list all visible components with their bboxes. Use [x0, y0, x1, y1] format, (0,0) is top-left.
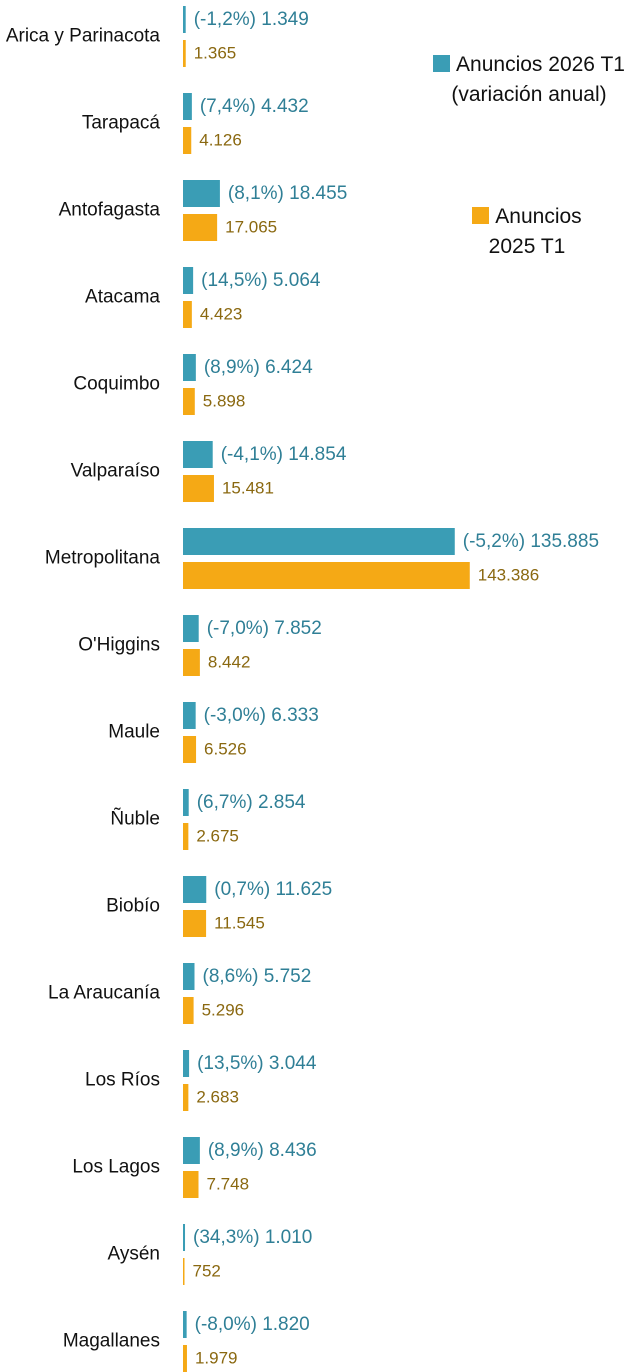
value-label: (-4,1%) 14.854 [221, 444, 347, 465]
category-label: Magallanes [62, 1330, 160, 1352]
bar [183, 1224, 186, 1251]
value-label: 4.423 [200, 304, 243, 323]
bar [183, 475, 214, 502]
bar [183, 562, 470, 589]
category-label: Maule [108, 721, 160, 743]
bar [183, 1345, 187, 1372]
legend-item: Anuncios 2026 T1 (variación anual) [425, 50, 633, 110]
category-label: Atacama [85, 286, 160, 308]
bar [183, 1084, 189, 1111]
bar [183, 267, 194, 294]
bar [183, 127, 192, 154]
bar [183, 301, 192, 328]
bar [183, 997, 194, 1024]
value-label: (8,1%) 18.455 [228, 183, 347, 204]
category-label: Coquimbo [73, 373, 160, 395]
value-label: 5.296 [202, 1000, 245, 1019]
bar [183, 528, 455, 555]
value-label: (7,4%) 4.432 [200, 96, 309, 117]
bar [183, 876, 207, 903]
bar [183, 1171, 199, 1198]
bar [183, 214, 218, 241]
bar [183, 702, 196, 729]
category-label: Valparaíso [70, 460, 160, 482]
value-label: 11.545 [214, 913, 265, 932]
bar [183, 649, 200, 676]
bar [183, 1311, 187, 1338]
value-label: 1.979 [195, 1348, 238, 1367]
value-label: 8.442 [208, 652, 251, 671]
category-label: Aysén [107, 1243, 160, 1265]
value-label: 7.748 [206, 1174, 249, 1193]
bar [183, 354, 196, 381]
legend-swatch [472, 207, 490, 224]
value-label: (34,3%) 1.010 [193, 1227, 312, 1248]
bar [183, 1258, 185, 1285]
category-label: Los Lagos [72, 1156, 160, 1178]
value-label: (13,5%) 3.044 [197, 1053, 317, 1074]
value-label: (-3,0%) 6.333 [204, 705, 319, 726]
bar [183, 93, 192, 120]
value-label: 2.675 [196, 826, 239, 845]
category-label: Arica y Parinacota [5, 25, 160, 47]
value-label: 1.365 [194, 43, 237, 62]
value-label: 752 [193, 1261, 221, 1280]
legend-label: Anuncios 2026 T1 (variación anual) [451, 53, 625, 106]
value-label: (8,6%) 5.752 [203, 966, 312, 987]
value-label: 2.683 [196, 1087, 239, 1106]
category-label: Metropolitana [44, 547, 160, 569]
value-label: (-1,2%) 1.349 [194, 9, 309, 30]
bar [183, 736, 197, 763]
value-label: (0,7%) 11.625 [214, 879, 332, 900]
value-label: 15.481 [222, 478, 274, 497]
bar [183, 615, 199, 642]
category-label: O'Higgins [78, 634, 160, 656]
bar [183, 6, 186, 33]
value-label: 17.065 [225, 217, 277, 236]
category-label: Biobío [106, 895, 160, 917]
value-label: (6,7%) 2.854 [197, 792, 306, 813]
legend-label: Anuncios 2025 T1 [488, 205, 582, 258]
value-label: 6.526 [204, 739, 247, 758]
bar [183, 963, 195, 990]
category-label: Tarapacá [81, 112, 160, 134]
bar [183, 789, 189, 816]
bar [183, 1050, 190, 1077]
value-label: (-8,0%) 1.820 [195, 1314, 310, 1335]
category-label: Antofagasta [58, 199, 160, 221]
value-label: (-7,0%) 7.852 [207, 618, 322, 639]
bar [183, 910, 207, 937]
value-label: 4.126 [199, 130, 242, 149]
bar [183, 180, 220, 207]
category-label: Los Ríos [85, 1069, 160, 1091]
category-label: Ñuble [110, 808, 160, 830]
value-label: 143.386 [478, 565, 539, 584]
category-label: La Araucanía [48, 982, 160, 1004]
bar [183, 1137, 200, 1164]
legend-item: Anuncios 2025 T1 [452, 202, 602, 262]
bar [183, 441, 213, 468]
legend-swatch [433, 55, 451, 72]
value-label: (8,9%) 8.436 [208, 1140, 317, 1161]
bar [183, 40, 186, 67]
value-label: (-5,2%) 135.885 [463, 531, 599, 552]
value-label: 5.898 [203, 391, 246, 410]
value-label: (14,5%) 5.064 [201, 270, 321, 291]
bar [183, 388, 195, 415]
value-label: (8,9%) 6.424 [204, 357, 313, 378]
bar [183, 823, 189, 850]
